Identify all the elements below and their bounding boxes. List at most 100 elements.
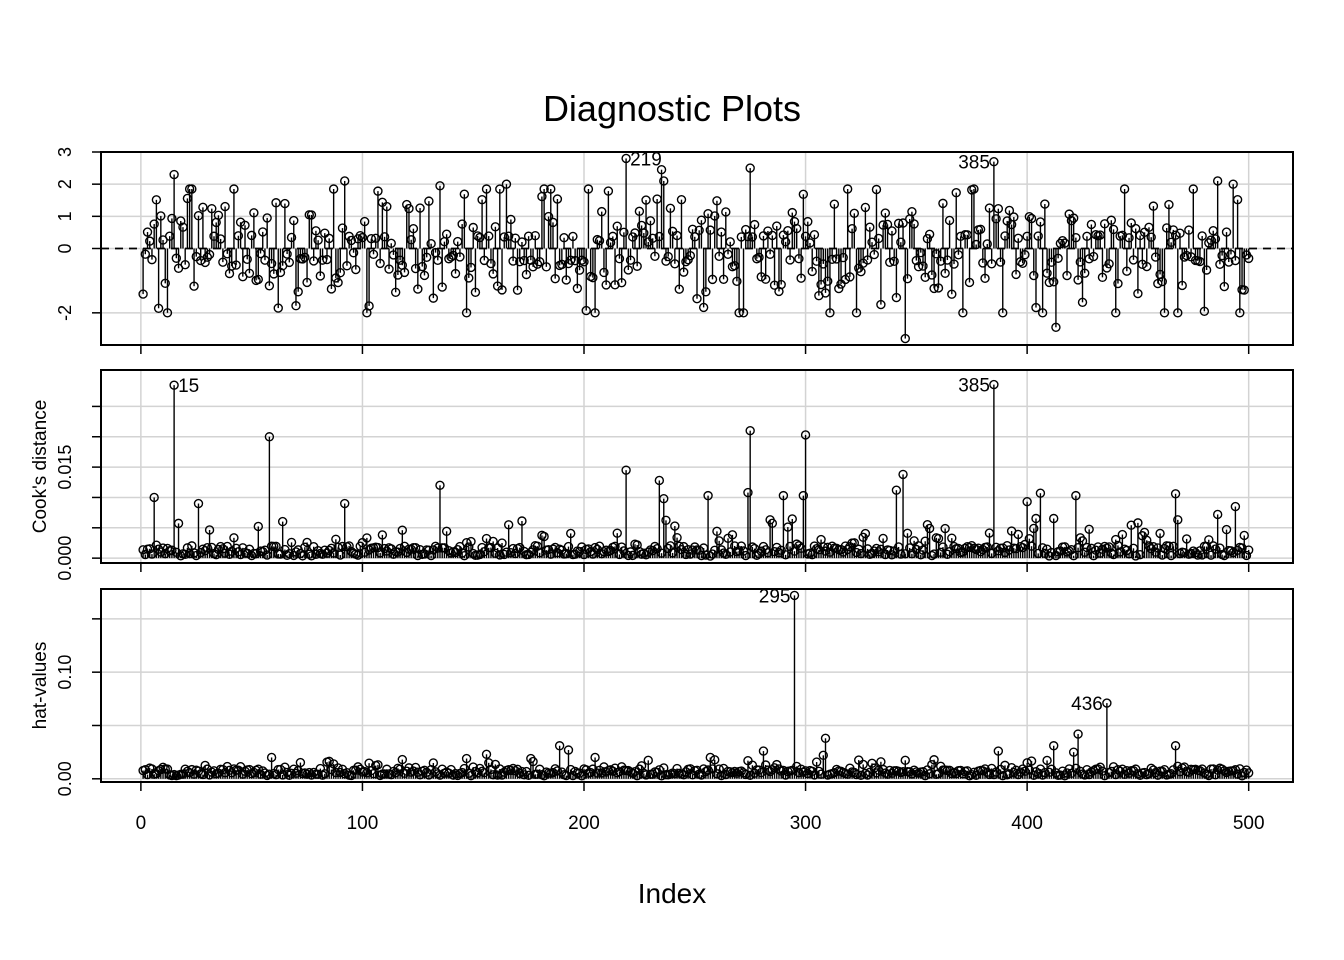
data-point xyxy=(674,284,684,294)
data-point xyxy=(198,202,208,213)
data-point xyxy=(1243,768,1254,778)
data-point xyxy=(597,206,607,217)
data-point xyxy=(891,292,902,303)
x-axis-label: Index xyxy=(638,878,707,909)
data-point xyxy=(1044,277,1054,288)
data-point xyxy=(679,267,689,277)
data-point xyxy=(681,256,691,267)
data-point xyxy=(530,230,540,241)
data-point xyxy=(377,530,388,540)
data-point xyxy=(1197,231,1207,241)
data-point xyxy=(552,194,563,204)
data-point xyxy=(534,257,545,267)
data-point xyxy=(302,537,312,548)
data-point xyxy=(747,542,758,552)
data-point xyxy=(566,528,576,539)
data-point xyxy=(187,764,197,775)
data-point xyxy=(1004,205,1015,216)
data-point xyxy=(907,207,917,217)
data-point xyxy=(424,196,434,206)
data-point xyxy=(570,766,580,777)
data-point xyxy=(705,752,715,763)
y-tick-label: 0 xyxy=(55,243,75,253)
data-point xyxy=(989,156,999,167)
data-point xyxy=(495,184,505,194)
data-point xyxy=(889,256,899,267)
data-point xyxy=(169,380,179,390)
data-point xyxy=(1148,201,1159,211)
data-point xyxy=(909,219,919,229)
data-point xyxy=(978,258,988,268)
data-point xyxy=(632,261,642,271)
data-point xyxy=(149,219,159,229)
data-point xyxy=(333,277,343,288)
data-point xyxy=(386,238,396,248)
data-point xyxy=(295,757,306,768)
data-point xyxy=(421,252,432,263)
data-point xyxy=(554,741,565,751)
point-label: 295 xyxy=(759,586,791,607)
data-point xyxy=(947,533,957,543)
data-point xyxy=(745,425,755,436)
data-point xyxy=(656,164,667,175)
data-point xyxy=(1175,228,1185,238)
data-point xyxy=(743,231,753,242)
data-point xyxy=(1049,277,1059,287)
data-point xyxy=(464,273,474,283)
data-point xyxy=(169,169,179,180)
data-point xyxy=(468,222,478,233)
data-point xyxy=(902,528,913,538)
data-point xyxy=(869,249,879,260)
data-point xyxy=(410,263,421,274)
data-point xyxy=(969,184,979,194)
data-point xyxy=(264,432,275,442)
data-point xyxy=(845,272,855,282)
data-point xyxy=(444,546,454,556)
data-point xyxy=(1119,184,1130,194)
data-point xyxy=(1071,232,1081,243)
data-point xyxy=(1139,767,1150,778)
data-point xyxy=(176,216,186,226)
data-point xyxy=(455,252,465,262)
data-point xyxy=(419,270,430,281)
data-point xyxy=(787,207,797,218)
y-axis-label: Studentized residuals xyxy=(30,158,51,340)
data-point xyxy=(641,195,651,205)
data-point xyxy=(207,203,217,214)
data-point xyxy=(847,223,857,234)
data-point xyxy=(1082,764,1092,775)
data-point xyxy=(153,303,164,313)
data-point xyxy=(599,267,609,278)
data-point xyxy=(404,203,414,214)
y-tick-label: -2 xyxy=(55,305,75,321)
data-point xyxy=(1210,234,1221,244)
data-point xyxy=(800,231,811,242)
data-point xyxy=(277,516,288,527)
data-point xyxy=(390,287,401,297)
data-point xyxy=(284,257,295,268)
data-point xyxy=(503,520,514,530)
data-point xyxy=(838,252,848,263)
data-point xyxy=(818,750,828,761)
data-point xyxy=(320,545,330,555)
data-point xyxy=(869,546,879,556)
data-point xyxy=(929,755,939,765)
data-point xyxy=(1086,219,1097,230)
data-point xyxy=(519,255,529,266)
data-point xyxy=(944,215,955,226)
data-point xyxy=(718,274,729,285)
data-point xyxy=(490,548,501,559)
data-point xyxy=(437,282,447,292)
data-point xyxy=(951,187,961,198)
data-point xyxy=(827,254,837,265)
data-point xyxy=(484,231,494,241)
data-point xyxy=(1071,490,1081,501)
data-point xyxy=(289,215,299,226)
data-point xyxy=(1062,270,1072,281)
data-point xyxy=(357,232,368,243)
data-point xyxy=(860,528,871,539)
data-point xyxy=(1099,541,1110,552)
data-point xyxy=(1051,322,1061,333)
data-point xyxy=(612,221,622,231)
data-point xyxy=(776,279,786,290)
